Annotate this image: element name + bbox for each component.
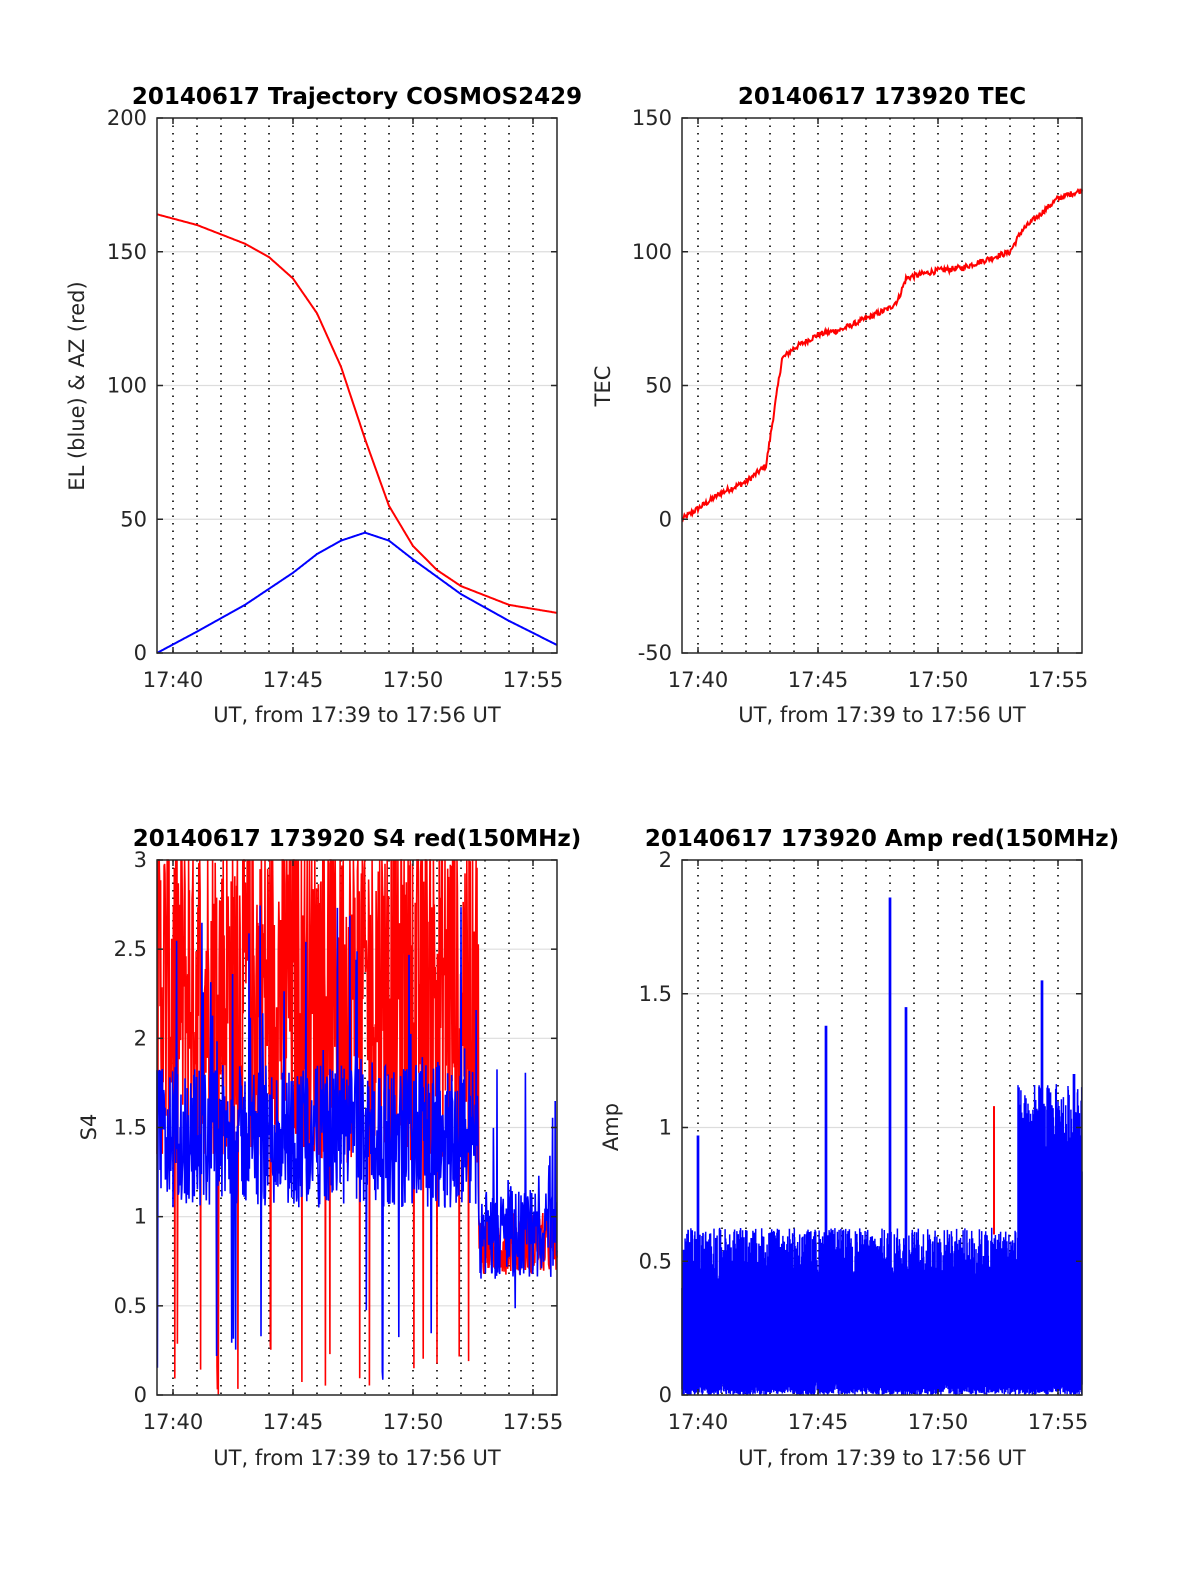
y-tick-label: 1 [134,1205,147,1229]
chart-title: 20140617 173920 TEC [738,84,1026,110]
chart-amp: 20140617 173920 Amp red(150MHz) UT, from… [599,826,1119,1470]
y-tick-label: 100 [107,374,147,398]
y-tick-label: 0 [134,641,147,665]
y-axis-label: S4 [77,1114,101,1141]
y-axis-label: Amp [599,1103,623,1151]
chart-tec: 20140617 173920 TEC UT, from 17:39 to 17… [591,84,1088,727]
plot-area [156,117,558,654]
y-tick-label: 0.5 [639,1249,672,1273]
y-tick-label: 50 [645,374,672,398]
y-tick-label: -50 [638,641,672,665]
y-tick-label: 1.5 [114,1116,147,1140]
y-tick-label: 2 [134,1026,147,1050]
y-tick-label: 0 [659,1383,672,1407]
x-tick-label: 17:45 [263,668,324,692]
y-tick-label: 100 [632,240,672,264]
x-tick-label: 17:50 [383,1410,444,1434]
x-tick-label: 17:55 [503,1410,564,1434]
x-axis-label: UT, from 17:39 to 17:56 UT [213,1446,501,1470]
chart-title: 20140617 Trajectory COSMOS2429 [132,84,582,110]
x-tick-label: 17:45 [263,1410,324,1434]
x-tick-label: 17:40 [143,668,204,692]
plot-area [681,117,1083,654]
plot-area [156,859,558,1396]
series-tec-line [681,187,1083,523]
y-axis-label: TEC [591,366,615,408]
chart-trajectory: 20140617 Trajectory COSMOS2429 UT, from … [65,84,582,727]
x-axis-label: UT, from 17:39 to 17:56 UT [738,1446,1026,1470]
y-tick-label: 2 [659,848,672,872]
x-tick-label: 17:50 [908,1410,969,1434]
x-tick-label: 17:55 [1028,1410,1089,1434]
x-tick-label: 17:40 [143,1410,204,1434]
y-tick-label: 1.5 [639,982,672,1006]
y-axis-label: EL (blue) & AZ (red) [65,281,89,490]
x-tick-label: 17:45 [788,1410,849,1434]
x-axis-label: UT, from 17:39 to 17:56 UT [738,703,1026,727]
series-red-line [156,213,558,614]
x-tick-label: 17:50 [908,668,969,692]
x-tick-label: 17:50 [383,668,444,692]
series-blue-line [156,905,558,1380]
y-tick-label: 1 [659,1116,672,1140]
series-blue-line [156,531,558,654]
plot-area [681,859,1083,1396]
y-tick-label: 0 [659,507,672,531]
x-tick-label: 17:40 [668,1410,729,1434]
x-tick-label: 17:45 [788,668,849,692]
y-tick-label: 0 [134,1383,147,1407]
y-tick-label: 50 [120,507,147,531]
y-tick-label: 0.5 [114,1294,147,1318]
chart-title: 20140617 173920 S4 red(150MHz) [133,826,582,852]
x-axis-label: UT, from 17:39 to 17:56 UT [213,703,501,727]
chart-title: 20140617 173920 Amp red(150MHz) [645,826,1119,852]
y-tick-label: 3 [134,848,147,872]
y-tick-label: 150 [107,240,147,264]
y-tick-label: 200 [107,106,147,130]
x-tick-label: 17:55 [503,668,564,692]
y-tick-label: 2.5 [114,937,147,961]
y-tick-label: 150 [632,106,672,130]
x-tick-label: 17:55 [1028,668,1089,692]
x-tick-label: 17:40 [668,668,729,692]
chart-s4: 20140617 173920 S4 red(150MHz) UT, from … [77,826,581,1470]
